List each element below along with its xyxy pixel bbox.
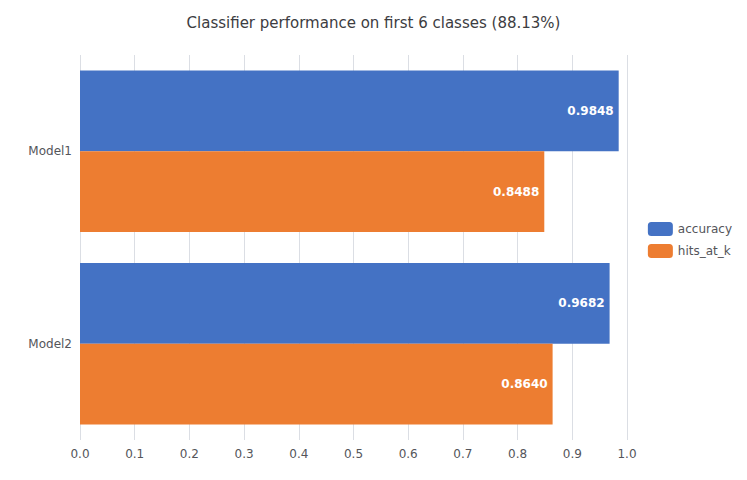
svg-text:0.9848: 0.9848 <box>567 104 613 118</box>
svg-text:0.6: 0.6 <box>399 447 418 461</box>
svg-text:0.4: 0.4 <box>289 447 308 461</box>
svg-text:0.0: 0.0 <box>70 447 89 461</box>
svg-text:0.1: 0.1 <box>125 447 144 461</box>
svg-text:hits_at_k: hits_at_k <box>678 244 731 258</box>
svg-text:1.0: 1.0 <box>617 447 636 461</box>
svg-text:0.9682: 0.9682 <box>558 296 604 310</box>
svg-text:0.8640: 0.8640 <box>501 377 547 391</box>
svg-text:0.8: 0.8 <box>508 447 527 461</box>
svg-text:Model2: Model2 <box>28 337 72 351</box>
svg-text:accuracy: accuracy <box>678 222 732 236</box>
svg-text:0.8488: 0.8488 <box>493 185 539 199</box>
svg-text:Model1: Model1 <box>28 144 72 158</box>
svg-text:0.9: 0.9 <box>563 447 582 461</box>
svg-text:0.3: 0.3 <box>235 447 254 461</box>
svg-text:0.2: 0.2 <box>180 447 199 461</box>
svg-text:0.7: 0.7 <box>453 447 472 461</box>
svg-text:0.5: 0.5 <box>344 447 363 461</box>
svg-text:Classifier performance on firs: Classifier performance on first 6 classe… <box>187 14 561 32</box>
